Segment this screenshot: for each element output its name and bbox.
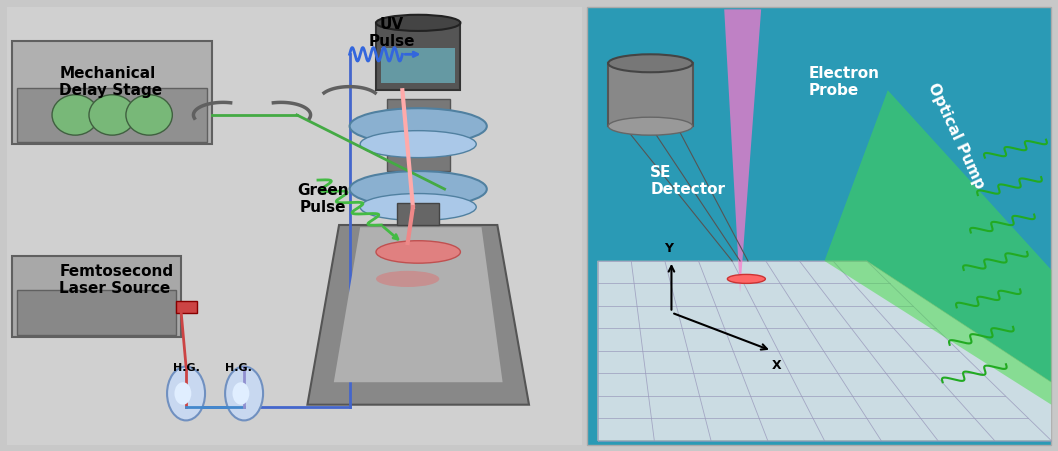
Ellipse shape (728, 275, 765, 284)
Ellipse shape (349, 172, 487, 207)
Text: UV
Pulse: UV Pulse (368, 17, 415, 49)
Ellipse shape (376, 241, 460, 263)
FancyBboxPatch shape (12, 257, 181, 337)
Ellipse shape (376, 271, 439, 287)
Text: X: X (772, 358, 782, 371)
Polygon shape (725, 10, 761, 293)
Polygon shape (598, 262, 1052, 441)
Text: Optical Pump: Optical Pump (926, 81, 987, 191)
FancyBboxPatch shape (376, 24, 460, 91)
Ellipse shape (126, 96, 172, 136)
Text: H.G.: H.G. (225, 362, 252, 372)
FancyBboxPatch shape (608, 64, 693, 127)
Ellipse shape (608, 55, 693, 73)
Text: H.G.: H.G. (172, 362, 200, 372)
Ellipse shape (360, 194, 476, 221)
Ellipse shape (349, 109, 487, 145)
Text: Electron
Probe: Electron Probe (808, 66, 879, 98)
Ellipse shape (225, 367, 263, 420)
FancyBboxPatch shape (17, 89, 207, 143)
Ellipse shape (360, 131, 476, 158)
Ellipse shape (608, 118, 693, 136)
Text: Y: Y (663, 242, 673, 255)
FancyBboxPatch shape (6, 8, 582, 445)
FancyBboxPatch shape (397, 203, 439, 226)
FancyBboxPatch shape (12, 42, 213, 145)
Polygon shape (333, 228, 503, 382)
FancyBboxPatch shape (386, 149, 450, 172)
Ellipse shape (89, 96, 135, 136)
Ellipse shape (52, 96, 98, 136)
Ellipse shape (175, 382, 191, 405)
Text: Green
Pulse: Green Pulse (297, 183, 349, 215)
Polygon shape (824, 91, 1052, 405)
FancyBboxPatch shape (381, 48, 455, 84)
Polygon shape (308, 226, 529, 405)
Text: SE
Detector: SE Detector (651, 165, 726, 197)
Ellipse shape (233, 382, 250, 405)
Text: Femtosecond
Laser Source: Femtosecond Laser Source (59, 263, 174, 295)
FancyBboxPatch shape (386, 100, 450, 122)
Ellipse shape (167, 367, 205, 420)
Ellipse shape (376, 16, 460, 32)
Text: Mechanical
Delay Stage: Mechanical Delay Stage (59, 66, 163, 98)
FancyBboxPatch shape (176, 302, 197, 313)
FancyBboxPatch shape (17, 290, 176, 335)
FancyBboxPatch shape (587, 8, 1052, 445)
